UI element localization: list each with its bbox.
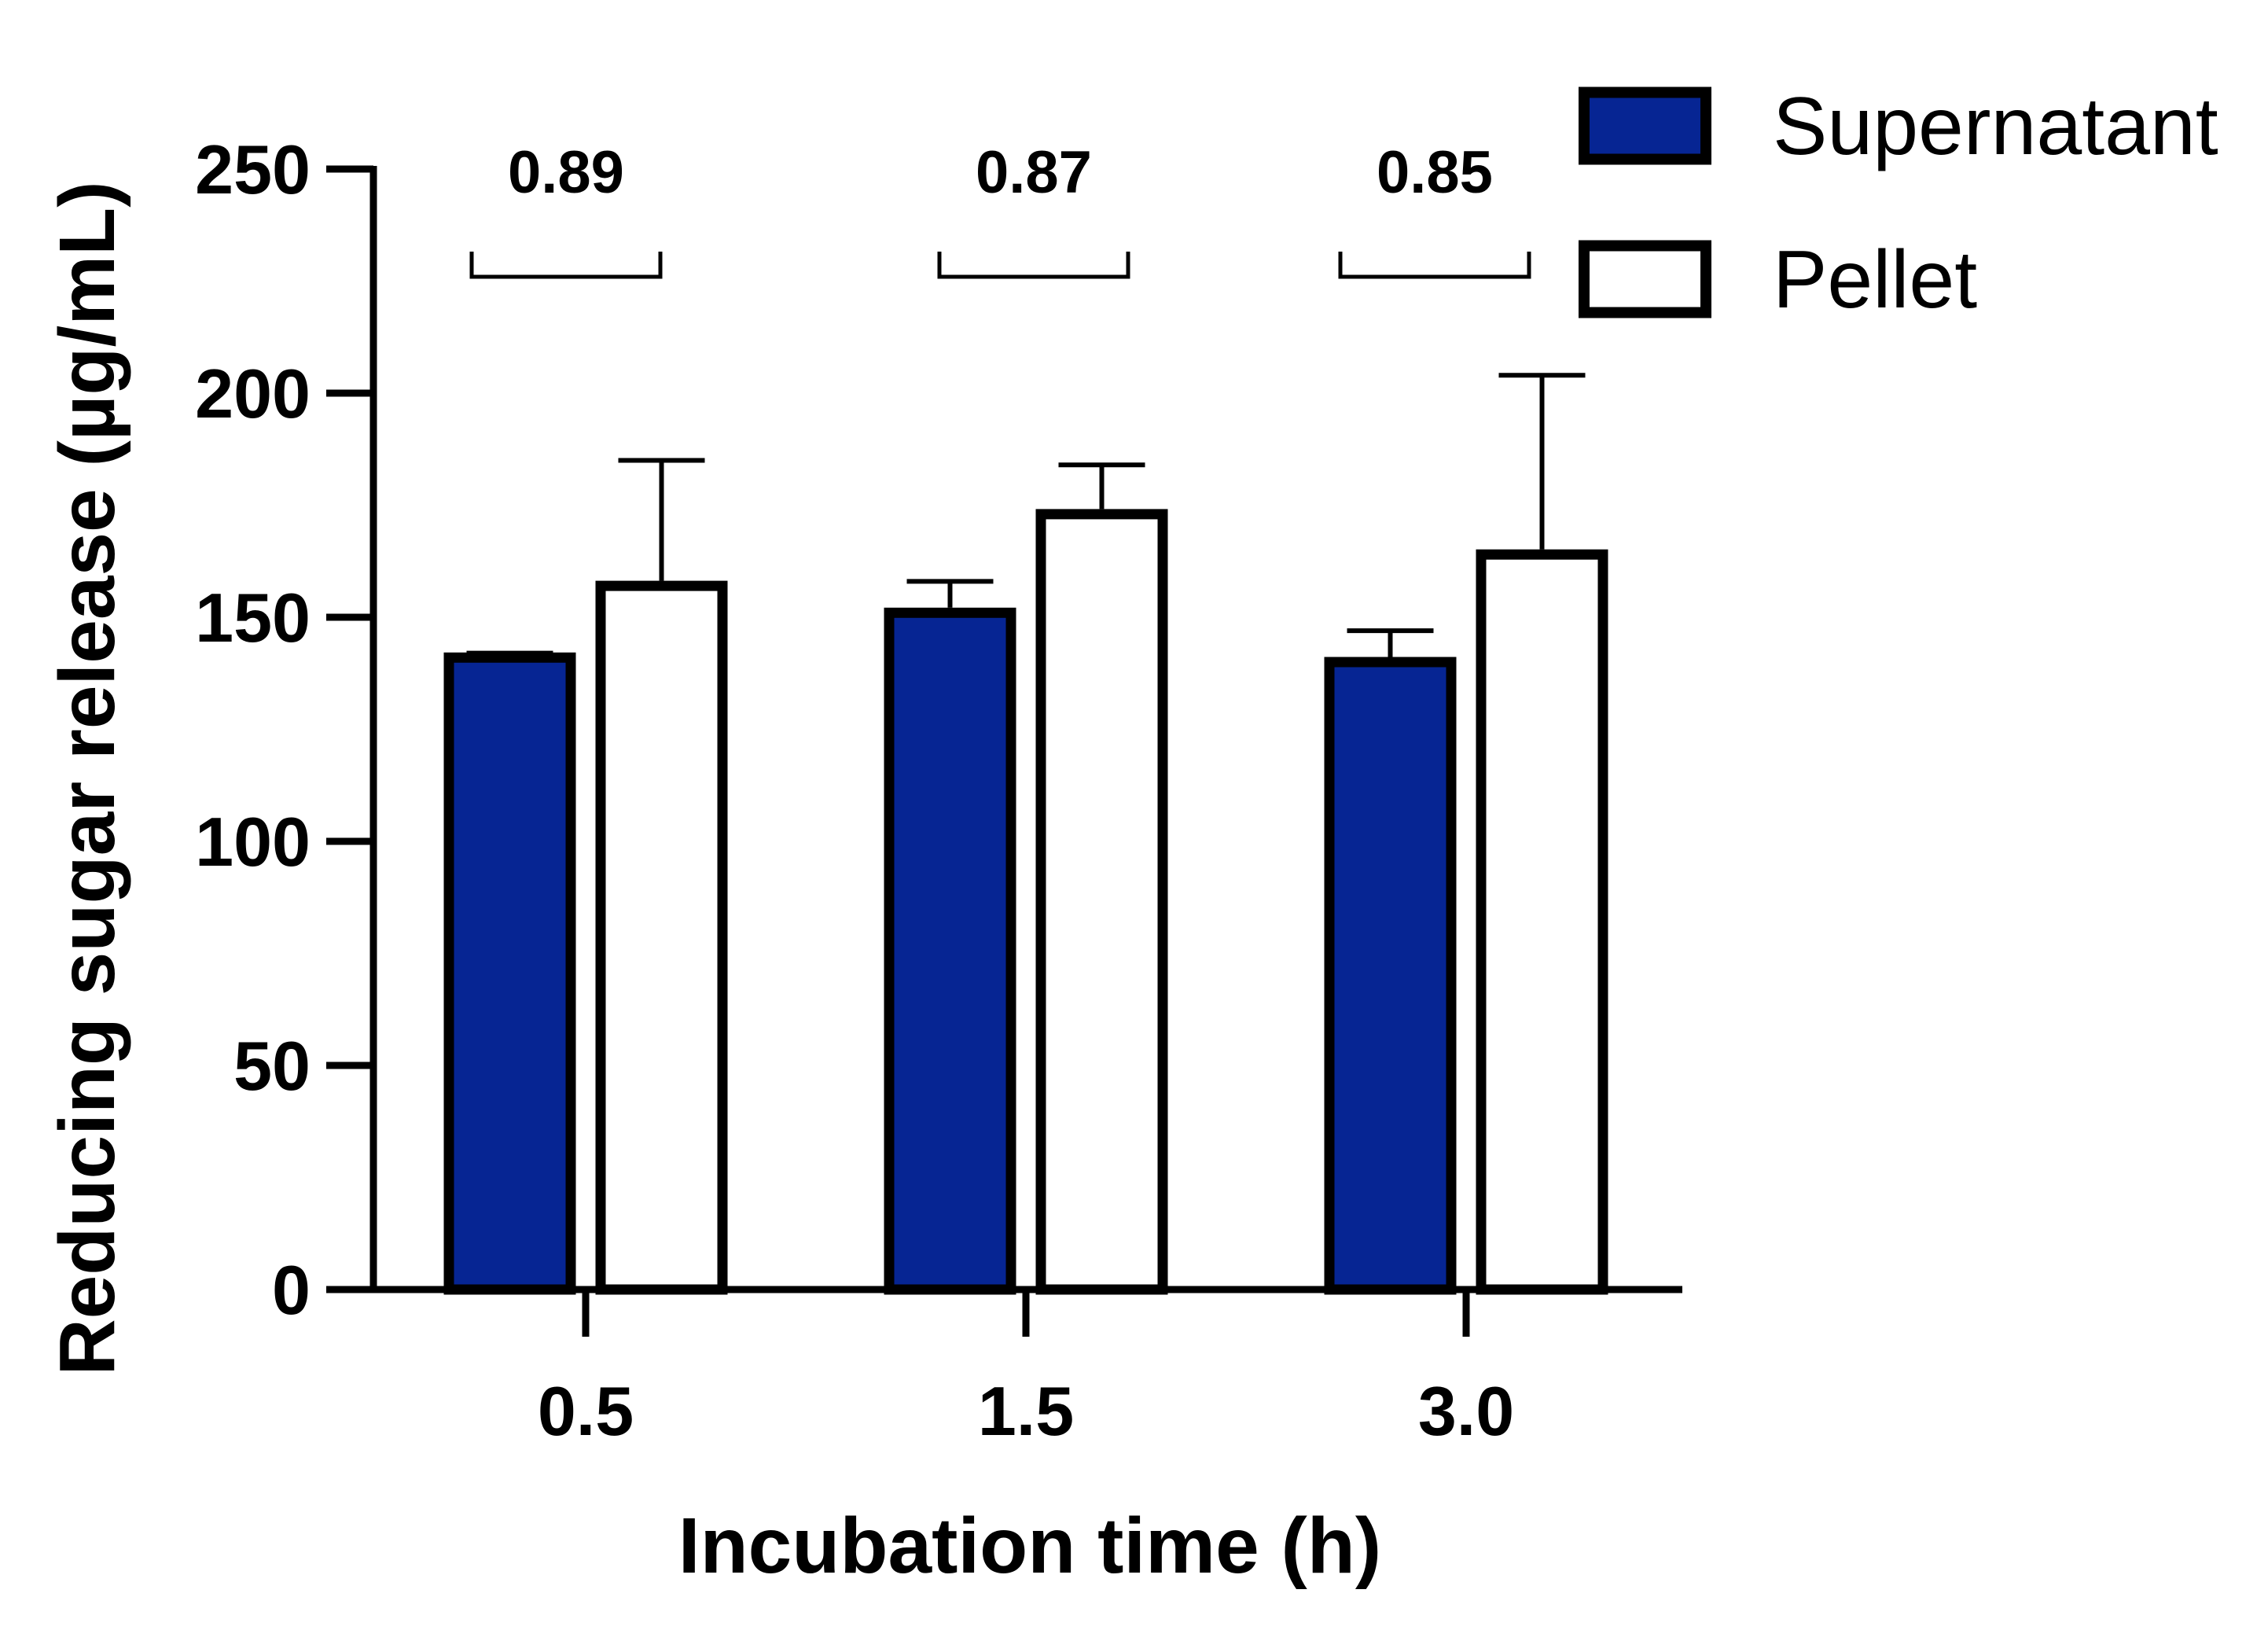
p-value-label: 0.87 — [976, 139, 1092, 206]
bar-pellet-0.5 — [595, 580, 728, 1295]
y-tick-label: 50 — [233, 1027, 311, 1105]
p-value-label: 0.85 — [1377, 139, 1493, 206]
y-tick-label: 200 — [195, 355, 311, 432]
p-value-label: 0.89 — [508, 139, 624, 206]
legend-swatch-supernatant — [1579, 86, 1711, 165]
bar-pellet-3.0 — [1476, 549, 1608, 1295]
legend: Supernatant Pellet — [1579, 81, 2218, 326]
comparison-bracket — [937, 252, 1130, 279]
bar-pellet-1.5 — [1035, 509, 1168, 1295]
y-tick-label: 150 — [195, 579, 311, 657]
y-axis-title: Reducing sugar release (µg/mL) — [43, 181, 131, 1375]
p-value-annotations: 0.89 0.87 0.85 — [469, 139, 1531, 279]
y-tick-label: 100 — [195, 803, 311, 881]
x-tick-label: 1.5 — [978, 1372, 1074, 1450]
bars — [443, 509, 1608, 1295]
comparison-bracket — [469, 252, 663, 279]
comparison-bracket — [1338, 252, 1531, 279]
bar-supernatant-1.5 — [884, 607, 1016, 1295]
legend-swatch-pellet — [1579, 240, 1711, 318]
y-tick-label: 250 — [195, 131, 311, 208]
legend-label-supernatant: Supernatant — [1773, 81, 2218, 172]
axes: 0 50 100 150 200 250 0.5 1.5 3.0 — [195, 131, 1682, 1450]
x-tick-label: 3.0 — [1418, 1372, 1514, 1450]
x-tick-label: 0.5 — [538, 1372, 634, 1450]
bar-supernatant-0.5 — [443, 652, 576, 1295]
x-axis-title: Incubation time (h) — [678, 1502, 1381, 1590]
error-bars — [466, 373, 1586, 657]
bar-supernatant-3.0 — [1324, 657, 1457, 1295]
legend-label-pellet: Pellet — [1773, 234, 1977, 326]
y-tick-label: 0 — [272, 1251, 311, 1329]
